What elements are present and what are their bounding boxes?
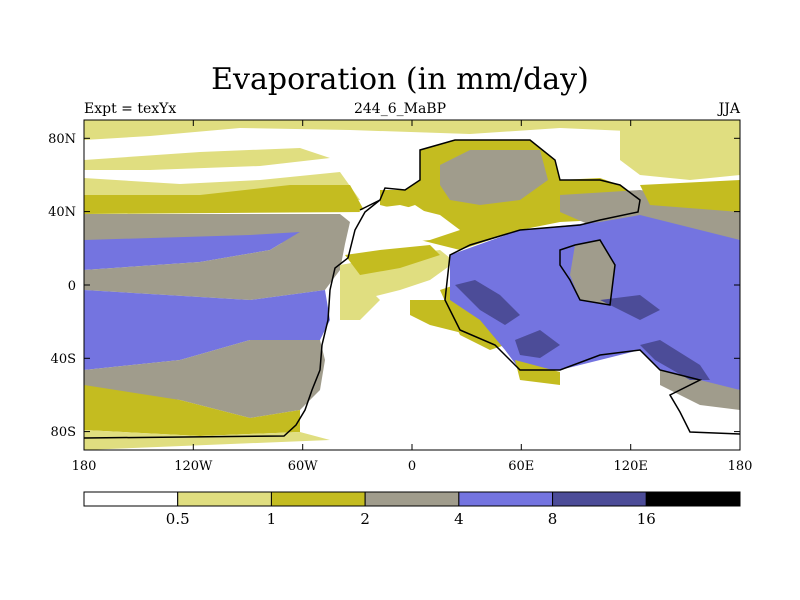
land-outlines [84, 139, 740, 439]
x-tick-label: 180 [728, 459, 753, 474]
south-atlantic-light [340, 280, 380, 320]
colorbar-label: 1 [267, 510, 277, 528]
colorbar-swatch [552, 491, 647, 507]
south-gray [84, 340, 325, 418]
atlantic-north-white [355, 205, 460, 245]
north-yellow-band [84, 185, 365, 214]
dark-blue-cell-south [515, 330, 560, 358]
x-tick-label: 60W [288, 459, 319, 474]
north-light-band [84, 120, 740, 140]
atlantic-gray [84, 232, 345, 300]
north-pacific-yellow [640, 180, 740, 212]
map-field [84, 120, 740, 450]
eurasia-gray [440, 150, 548, 205]
colorbar-swatch [458, 491, 554, 507]
y-tick-label: 40S [51, 352, 76, 367]
y-tick-labels: 80N 40N 0 40S 80S [48, 132, 76, 440]
eurasia-outline [359, 139, 740, 435]
colorbar-swatch [83, 491, 179, 507]
north-light-strip [84, 148, 330, 170]
americas-outline [84, 199, 381, 439]
x-tick-labels: 180 120W 60W 0 60E 120E 180 [72, 459, 753, 474]
y-axis [84, 137, 740, 433]
southeast-gray [660, 370, 740, 410]
interior-outline [559, 239, 616, 306]
time-label: 244_6_MaBP [353, 101, 447, 117]
dark-blue-cell-east2 [600, 295, 660, 320]
y-tick-label: 80N [48, 132, 76, 147]
y-tick-label: 80S [51, 425, 76, 440]
colorbar: 0.5 1 2 4 8 16 [83, 491, 741, 528]
indian-yellow [515, 360, 560, 385]
south-yellow [84, 385, 300, 436]
dark-blue-cell-west [455, 280, 520, 325]
colorbar-label: 4 [454, 510, 464, 528]
map-title: Evaporation (in mm/day) [211, 62, 589, 97]
colorbar-label: 16 [637, 510, 656, 528]
colorbar-swatch [364, 491, 460, 507]
x-tick-label: 60E [508, 459, 534, 474]
experiment-label: Expt = texYx [84, 101, 177, 117]
gondwana-gray-inset [570, 240, 615, 305]
pacific-blue-west [84, 232, 300, 270]
y-tick-label: 40N [48, 205, 76, 220]
x-tick-label: 180 [72, 459, 97, 474]
south-light [84, 430, 330, 450]
x-tick-label: 120W [174, 459, 213, 474]
x-tick-label: 120E [614, 459, 648, 474]
x-axis [83, 120, 741, 450]
season-label: JJA [718, 101, 740, 117]
y-tick-label: 0 [68, 279, 76, 294]
north-pacific-light [620, 120, 740, 180]
colorbar-swatch [645, 491, 741, 507]
tropical-blue-sw [84, 290, 330, 370]
colorbar-label: 2 [360, 510, 370, 528]
colorbar-swatch [177, 491, 272, 507]
dark-blue-cell-east [640, 340, 710, 380]
tethys-yellow [345, 245, 440, 275]
colorbar-label: 0.5 [166, 510, 190, 528]
colorbar-label: 8 [548, 510, 558, 528]
colorbar-swatch [270, 491, 366, 507]
x-tick-label: 0 [408, 459, 416, 474]
